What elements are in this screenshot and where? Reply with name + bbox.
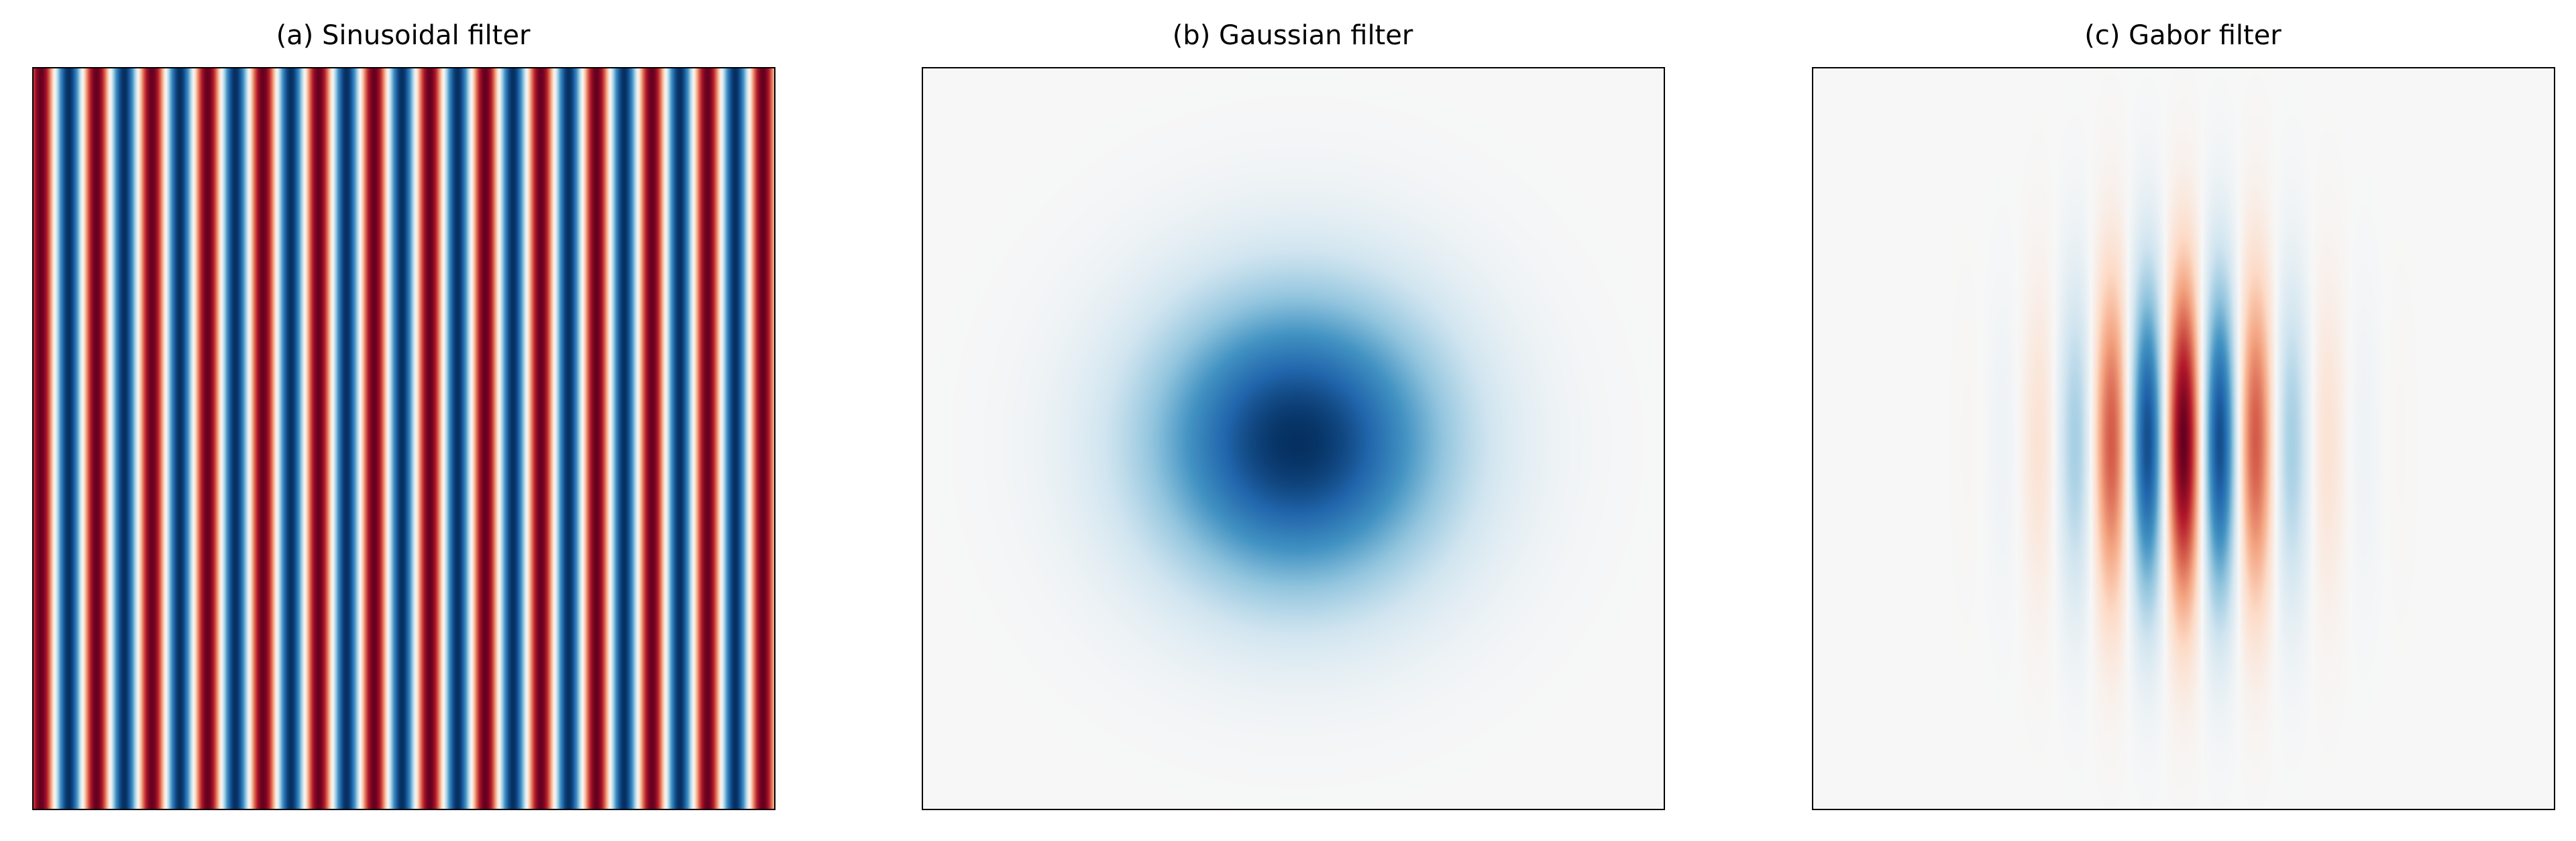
sinusoidal-heatmap [34,68,774,809]
panel-title: (c) Gabor filter [2084,20,2282,51]
panel-gaussian: (b) Gaussian filter [922,0,1665,841]
panel-gabor: (c) Gabor filter [1812,0,2555,841]
panel-title: (a) Sinusoidal filter [276,20,531,51]
plot-frame [32,67,775,810]
plot-frame [1812,67,2555,810]
panel-title: (b) Gaussian filter [1172,20,1413,51]
panel-sinusoidal: (a) Sinusoidal filter [32,0,775,841]
gabor-heatmap [1813,68,2554,809]
gaussian-heatmap [923,68,1664,809]
plot-frame [922,67,1665,810]
